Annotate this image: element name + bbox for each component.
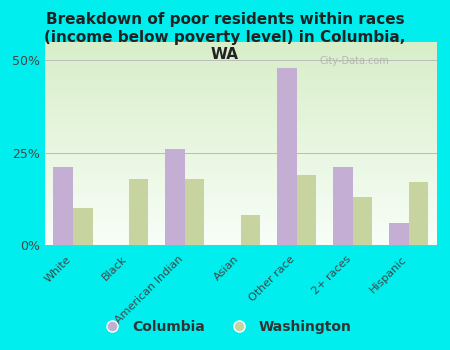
Legend: Columbia, Washington: Columbia, Washington — [93, 314, 357, 340]
Bar — [409, 182, 428, 245]
Bar — [389, 223, 409, 245]
Bar — [73, 208, 93, 245]
Bar — [297, 175, 316, 245]
Bar — [54, 168, 73, 245]
Text: Breakdown of poor residents within races
(income below poverty level) in Columbi: Breakdown of poor residents within races… — [44, 12, 406, 62]
Bar — [241, 216, 260, 245]
Bar — [185, 178, 204, 245]
Bar — [129, 178, 148, 245]
Text: City-Data.com: City-Data.com — [319, 56, 389, 66]
Bar — [353, 197, 372, 245]
Bar — [333, 168, 353, 245]
Bar — [277, 68, 297, 245]
Bar — [165, 149, 185, 245]
